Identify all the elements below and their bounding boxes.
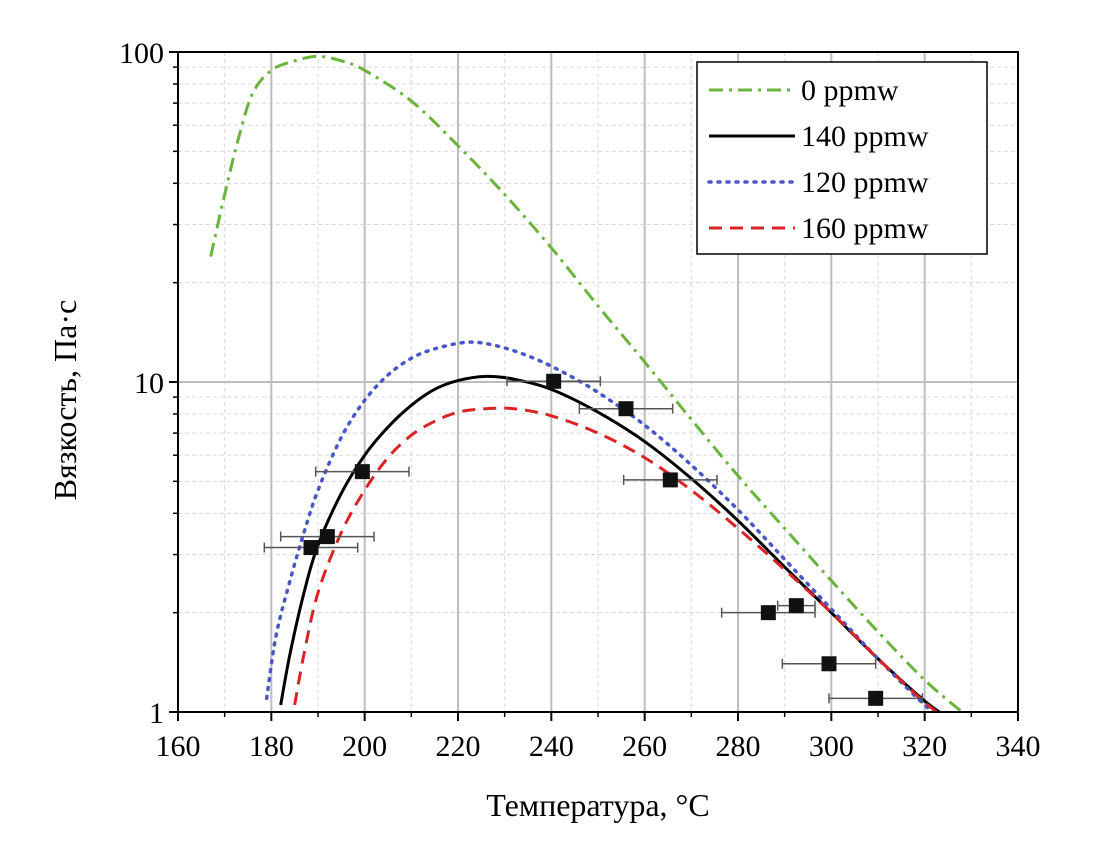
x-tick-label: 340 [996,730,1041,763]
data-point [319,529,335,545]
x-tick-label: 220 [436,730,481,763]
data-point [868,690,884,706]
legend: 0 ppmw 140 ppmw 120 ppmw 160 ppmw [696,61,988,255]
legend-label: 140 ppmw [801,120,929,153]
series-line-0-ppmw [209,54,963,712]
y-tick-label: 10 [134,367,164,400]
y-tick-label: 1 [149,697,164,730]
data-point [618,401,634,417]
series-line-160-ppmw [293,406,940,712]
axis-ticks: 160 180 200 220 240 260 280 300 320 340 1 10 100 [119,37,1041,763]
legend-label: 160 ppmw [801,212,929,245]
series-line-120-ppmw [264,340,936,712]
data-point [662,472,678,488]
y-tick-label: 100 [119,37,164,70]
legend-box [696,61,988,255]
data-point [760,605,776,621]
legend-label: 0 ppmw [801,74,899,107]
data-point [303,540,319,556]
x-tick-label: 280 [716,730,761,763]
data-point [354,464,370,480]
data-point [821,656,837,672]
x-tick-label: 200 [342,730,387,763]
x-tick-label: 300 [809,730,854,763]
legend-label: 120 ppmw [801,166,929,199]
x-tick-label: 160 [156,730,201,763]
marker-group [263,373,924,706]
data-point [546,373,562,389]
x-tick-label: 260 [622,730,667,763]
series-line-140-ppmw [279,374,942,712]
x-axis-title: Температура, °C [486,787,709,823]
x-tick-label: 240 [529,730,574,763]
y-axis-title: Вязкость, Па·с [47,300,83,500]
x-tick-label: 180 [249,730,294,763]
data-point [788,598,804,614]
x-tick-label: 320 [902,730,947,763]
series-group [209,54,963,712]
